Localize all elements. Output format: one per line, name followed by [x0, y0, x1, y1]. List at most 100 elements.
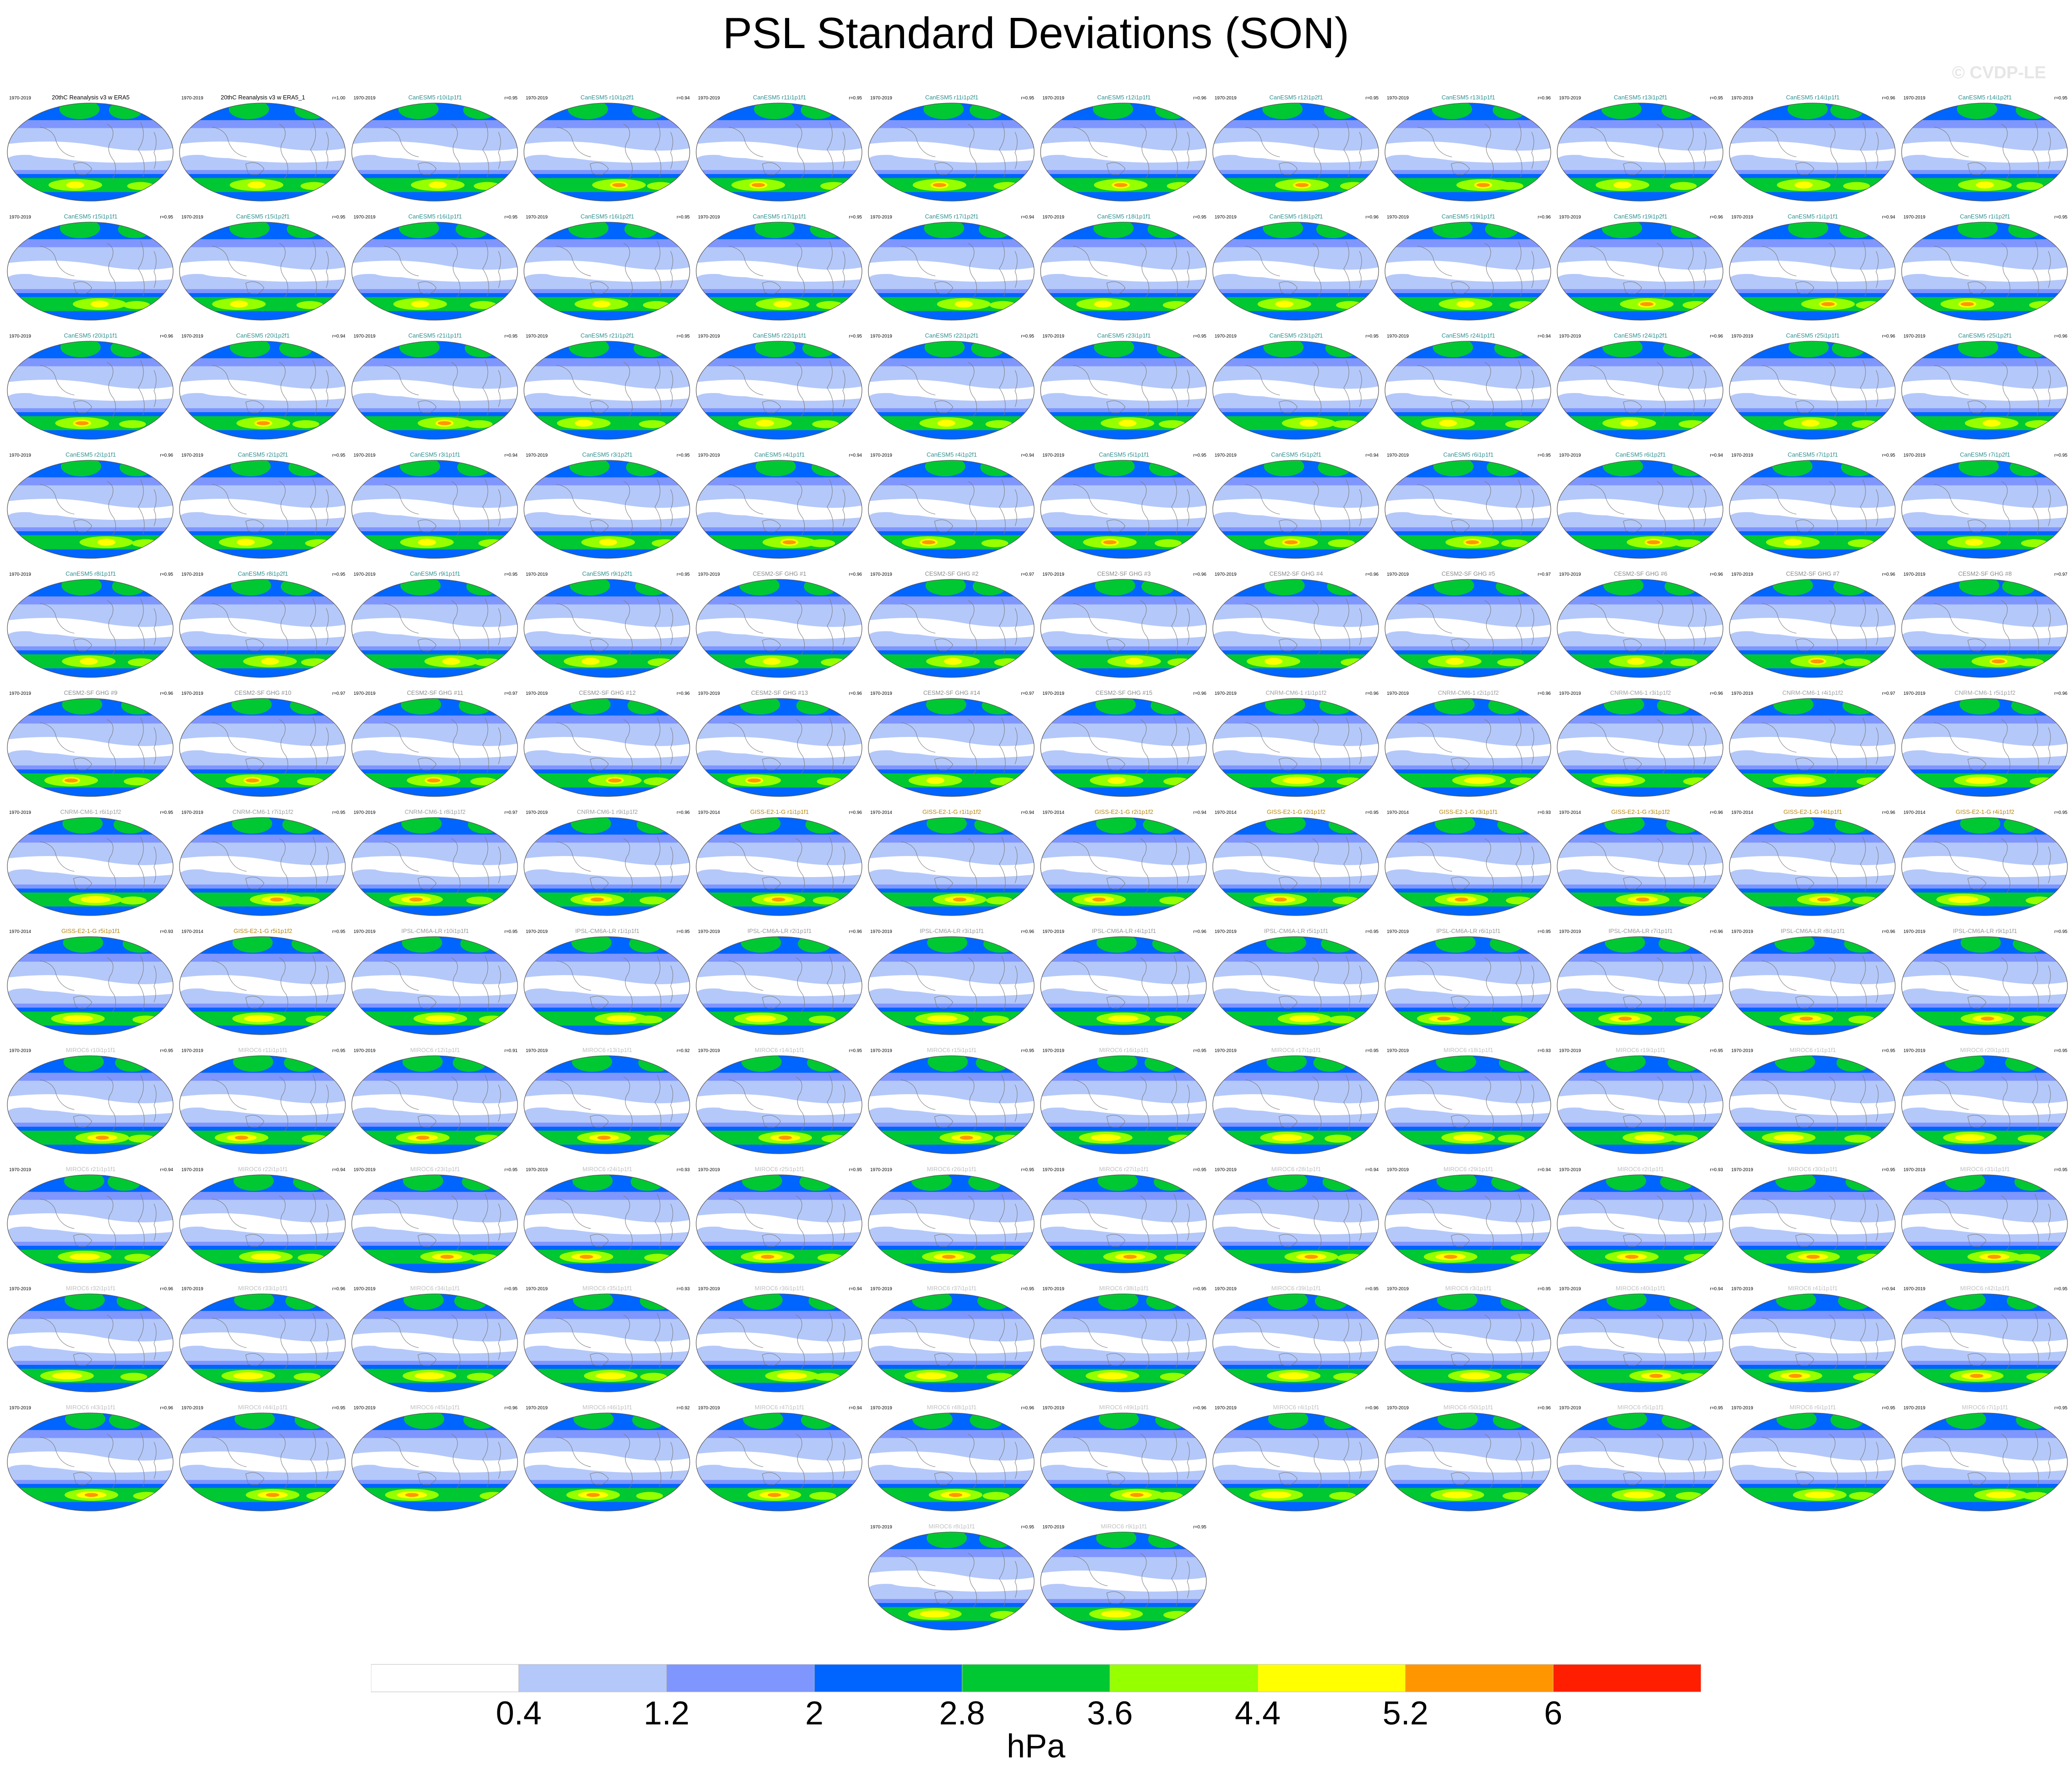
panel-years: 1970-2019	[1731, 1406, 1753, 1411]
panel-years: 1970-2019	[1387, 334, 1409, 339]
panel-years: 1970-2019	[354, 691, 376, 696]
psl-stddev-map	[179, 103, 346, 202]
panel-title: MIROC6 r28i1p1f1	[1271, 1166, 1321, 1173]
panel-title: MIROC6 r6i1p1f1	[1789, 1404, 1836, 1411]
panel-years: 1970-2019	[698, 691, 720, 696]
panel-title: IPSL-CM6A-LR r5i1p1f1	[1264, 927, 1329, 934]
panel-correlation: r=0.96	[1365, 215, 1379, 220]
panel-correlation: r=0.95	[1538, 453, 1551, 458]
panel-title: MIROC6 r49i1p1f1	[1099, 1404, 1149, 1411]
panel-title: MIROC6 r16i1p1f1	[1099, 1047, 1149, 1053]
psl-stddev-map	[351, 222, 518, 321]
psl-stddev-map	[696, 103, 862, 202]
panel-years: 1970-2019	[9, 96, 31, 101]
panel-years: 1970-2019	[354, 1048, 376, 1053]
panel-years: 1970-2019	[1042, 1287, 1064, 1292]
panel-years: 1970-2019	[1215, 453, 1237, 458]
panel-title: GISS-E2-1-G r4i1p1f2	[1956, 808, 2014, 815]
panel-years: 1970-2019	[181, 1406, 203, 1411]
panel-years: 1970-2019	[1903, 215, 1925, 220]
psl-stddev-map	[179, 341, 346, 440]
map-panel: CESM2-SF GHG #12 1970-2019 r=0.96	[521, 689, 693, 804]
panel-years: 1970-2019	[181, 1167, 203, 1173]
panel-correlation: r=0.96	[160, 1287, 173, 1292]
map-panel: GISS-E2-1-G r1i1p1f2 1970-2014 r=0.94	[866, 808, 1038, 923]
map-panel: CanESM5 r10i1p1f1 1970-2019 r=0.95	[349, 94, 521, 208]
map-panel: MIROC6 r42i1p1f1 1970-2019 r=0.95	[1899, 1285, 2071, 1399]
map-panel: MIROC6 r48i1p1f1 1970-2019 r=0.96	[866, 1404, 1038, 1518]
psl-stddev-map	[351, 460, 518, 559]
panel-years: 1970-2019	[526, 810, 548, 815]
panel-title: CanESM5 r6i1p1f1	[1443, 451, 1494, 458]
panel-years: 1970-2019	[870, 215, 892, 220]
map-panel: MIROC6 r20i1p1f1 1970-2019 r=0.95	[1899, 1047, 2071, 1161]
colorbar-bin	[1405, 1664, 1554, 1692]
panel-correlation: r=0.95	[332, 1048, 345, 1053]
psl-stddev-map	[523, 817, 690, 916]
panel-years: 1970-2019	[181, 96, 203, 101]
panel-correlation: r=0.95	[1882, 1406, 1895, 1411]
panel-correlation: r=0.94	[849, 1406, 862, 1411]
panel-years: 1970-2019	[1387, 453, 1409, 458]
panel-title: CESM2-SF GHG #3	[1097, 570, 1151, 577]
panel-years: 1970-2019	[1903, 1167, 1925, 1173]
psl-stddev-map	[1212, 222, 1379, 321]
panel-years: 1970-2019	[526, 691, 548, 696]
psl-stddev-map	[1040, 222, 1207, 321]
map-panel: MIROC6 r22i1p1f1 1970-2019 r=0.94	[177, 1166, 349, 1280]
colorbar-tick-label: 1.2	[643, 1695, 690, 1732]
watermark: © CVDP-LE	[1952, 63, 2046, 82]
panel-title: MIROC6 r21i1p1f1	[65, 1166, 116, 1173]
psl-stddev-map	[1385, 698, 1551, 797]
colorbar	[371, 1664, 1701, 1692]
panel-correlation: r=0.95	[2054, 1167, 2067, 1173]
psl-stddev-map	[7, 1413, 174, 1511]
psl-stddev-map	[1040, 460, 1207, 559]
panel-correlation: r=0.95	[1193, 1048, 1206, 1053]
panel-title: CanESM5 r21i1p2f1	[580, 332, 634, 339]
panel-years: 1970-2019	[1903, 334, 1925, 339]
panel-correlation: r=0.96	[1193, 572, 1206, 577]
psl-stddev-map	[1729, 103, 1896, 202]
panel-title: MIROC6 r44i1p1f1	[238, 1404, 288, 1411]
panel-years: 1970-2019	[1903, 96, 1925, 101]
panel-correlation: r=0.97	[504, 691, 518, 696]
panel-correlation: r=0.95	[504, 572, 518, 577]
map-panel: CESM2-SF GHG #1 1970-2019 r=0.96	[693, 570, 866, 685]
panel-correlation: r=0.96	[1710, 691, 1723, 696]
map-panel: CNRM-CM6-1 r3i1p1f2 1970-2019 r=0.96	[1554, 689, 1727, 804]
map-panel: GISS-E2-1-G r1i1p1f1 1970-2014 r=0.96	[693, 808, 866, 923]
panel-title: CanESM5 r2i1p2f1	[238, 451, 288, 458]
panel-title: MIROC6 r10i1p1f1	[65, 1047, 116, 1053]
panel-correlation: r=0.93	[676, 1167, 690, 1173]
panel-title: MIROC6 r26i1p1f1	[927, 1166, 977, 1173]
panel-title: MIROC6 r25i1p1f1	[754, 1166, 805, 1173]
panel-years: 1970-2014	[698, 810, 720, 815]
map-panel: MIROC6 r44i1p1f1 1970-2019 r=0.95	[177, 1404, 349, 1518]
panel-correlation: r=0.95	[1021, 1525, 1034, 1530]
map-panel: CanESM5 r5i1p1f1 1970-2019 r=0.95	[1038, 451, 1210, 566]
panel-title: 20thC Reanalysis v3 w ERA5_1	[220, 94, 305, 101]
psl-stddev-map	[351, 698, 518, 797]
psl-stddev-map	[696, 1055, 862, 1154]
map-panel: MIROC6 r6i1p1f1 1970-2019 r=0.95	[1727, 1404, 1899, 1518]
panel-title: MIROC6 r5i1p1f1	[1617, 1404, 1664, 1411]
psl-stddev-map	[1729, 341, 1896, 440]
map-panel: CanESM5 r9i1p1f1 1970-2019 r=0.95	[349, 570, 521, 685]
panel-years: 1970-2019	[698, 929, 720, 934]
panel-title: IPSL-CM6A-LR r9i1p1f1	[1952, 927, 2017, 934]
panel-title: CanESM5 r3i1p2f1	[582, 451, 633, 458]
panel-title: MIROC6 r18i1p1f1	[1443, 1047, 1494, 1053]
panel-title: CanESM5 r23i1p2f1	[1269, 332, 1323, 339]
panel-title: CanESM5 r10i1p2f1	[580, 94, 634, 101]
map-panel: GISS-E2-1-G r3i1p1f2 1970-2014 r=0.96	[1554, 808, 1727, 923]
psl-stddev-map	[1901, 103, 2068, 202]
map-panel: MIROC6 r24i1p1f1 1970-2019 r=0.93	[521, 1166, 693, 1280]
panel-title: MIROC6 r38i1p1f1	[1099, 1285, 1149, 1292]
panel-title: MIROC6 r50i1p1f1	[1443, 1404, 1494, 1411]
panel-correlation: r=0.96	[1710, 572, 1723, 577]
panel-title: CESM2-SF GHG #4	[1269, 570, 1323, 577]
map-panel: GISS-E2-1-G r2i1p1f2 1970-2014 r=0.94	[1038, 808, 1210, 923]
panel-correlation: r=0.95	[1882, 1167, 1895, 1173]
panel-title: CanESM5 r7i1p1f1	[1788, 451, 1838, 458]
